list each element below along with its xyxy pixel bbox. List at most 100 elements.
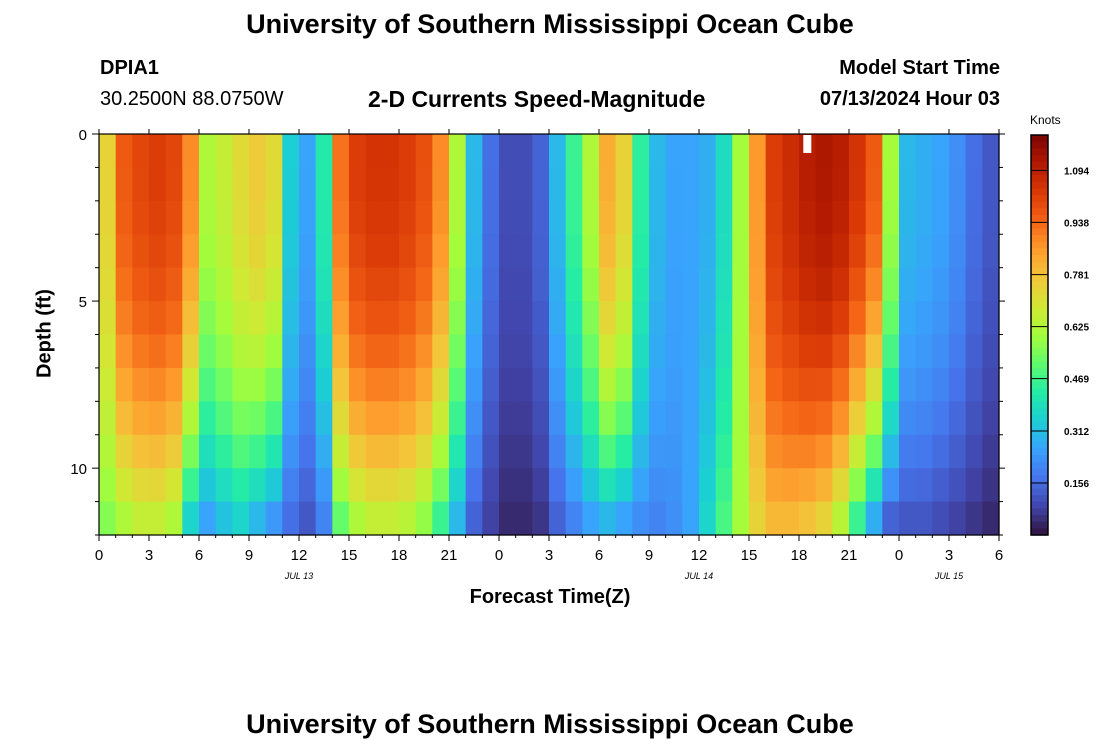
heatmap-cell <box>615 468 633 503</box>
heatmap-cell <box>965 367 983 402</box>
x-tick-label: 9 <box>245 547 253 564</box>
heatmap-cell <box>699 367 717 402</box>
heatmap-cell <box>932 367 950 402</box>
heatmap-cell <box>765 434 783 469</box>
heatmap-cell <box>799 434 817 469</box>
heatmap-cell <box>799 334 817 369</box>
heatmap-cell <box>849 367 867 402</box>
heatmap-cell <box>615 334 633 369</box>
heatmap-cell <box>799 301 817 336</box>
heatmap-cell <box>782 367 800 402</box>
heatmap-cell <box>282 134 300 169</box>
heatmap-cell <box>415 267 433 302</box>
heatmap-cell <box>515 334 533 369</box>
heatmap-cell <box>782 334 800 369</box>
heatmap-cell <box>615 267 633 302</box>
heatmap-cell <box>465 267 483 302</box>
heatmap-cell <box>99 134 117 169</box>
heatmap-cell <box>832 301 850 336</box>
heatmap-cell <box>965 468 983 503</box>
heatmap-cell <box>915 401 933 436</box>
heatmap-cell <box>632 267 650 302</box>
heatmap-cell <box>565 434 583 469</box>
colorbar-segment <box>1031 301 1048 309</box>
heatmap-cell <box>899 234 917 269</box>
x-tick-label: 15 <box>741 547 758 564</box>
colorbar-segment <box>1031 215 1048 223</box>
heatmap-cell <box>332 301 350 336</box>
heatmap-cell <box>665 501 683 536</box>
colorbar-segment <box>1031 415 1048 423</box>
heatmap-cell <box>949 367 967 402</box>
heatmap-cell <box>332 434 350 469</box>
colorbar-segment <box>1031 361 1048 369</box>
heatmap-cell <box>515 267 533 302</box>
heatmap-cell <box>432 367 450 402</box>
date-label: JUL 14 <box>684 571 713 581</box>
heatmap-cell <box>132 167 150 202</box>
x-tick-label: 6 <box>195 547 203 564</box>
heatmap-cell <box>515 367 533 402</box>
heatmap-cell <box>249 468 267 503</box>
colorbar-segment <box>1031 328 1048 336</box>
heatmap-cell <box>465 501 483 536</box>
heatmap-cell <box>632 200 650 235</box>
heatmap-cell <box>165 434 183 469</box>
x-tick-label: 6 <box>595 547 603 564</box>
heatmap-cell <box>865 200 883 235</box>
heatmap-cell <box>499 234 517 269</box>
heatmap-cell <box>265 434 283 469</box>
colorbar-tick-label: 1.094 <box>1064 166 1089 177</box>
heatmap-cell <box>632 167 650 202</box>
heatmap-cell <box>515 401 533 436</box>
heatmap-cell <box>149 167 167 202</box>
heatmap-cell <box>865 367 883 402</box>
heatmap-cell <box>599 401 617 436</box>
heatmap-cell <box>515 468 533 503</box>
heatmap-cell <box>199 434 217 469</box>
heatmap-cell <box>149 468 167 503</box>
colorbar-segment <box>1031 168 1048 176</box>
heatmap-cell <box>965 434 983 469</box>
heatmap-cell <box>549 501 567 536</box>
heatmap-cell <box>432 334 450 369</box>
heatmap-cell <box>349 200 367 235</box>
heatmap-cell <box>315 234 333 269</box>
heatmap-cell <box>715 301 733 336</box>
heatmap-cell <box>982 234 1000 269</box>
heatmap-cell <box>149 200 167 235</box>
heatmap-cell <box>315 134 333 169</box>
heatmap-cell <box>815 234 833 269</box>
heatmap-cell <box>949 200 967 235</box>
heatmap-cell <box>715 167 733 202</box>
x-tick-label: 21 <box>841 547 858 564</box>
heatmap-cell <box>365 234 383 269</box>
colorbar-segment <box>1031 195 1048 203</box>
heatmap-cell <box>549 434 567 469</box>
heatmap-cell <box>482 501 500 536</box>
heatmap-cell <box>849 334 867 369</box>
heatmap-cell <box>865 468 883 503</box>
heatmap-cell <box>299 501 317 536</box>
colorbar-segment <box>1031 495 1048 503</box>
heatmap-cell <box>982 468 1000 503</box>
heatmap-cell <box>499 434 517 469</box>
heatmap-cell <box>115 200 133 235</box>
heatmap-cell <box>615 401 633 436</box>
heatmap-cell <box>782 134 800 169</box>
heatmap-cell <box>565 367 583 402</box>
heatmap-cell <box>465 167 483 202</box>
heatmap-cell <box>165 134 183 169</box>
heatmap-cell <box>149 267 167 302</box>
heatmap-cell <box>665 334 683 369</box>
heatmap-cell <box>165 301 183 336</box>
heatmap-cell <box>865 501 883 536</box>
colorbar-segment <box>1031 228 1048 236</box>
heatmap-cell <box>332 501 350 536</box>
heatmap-cell <box>799 234 817 269</box>
heatmap-cell <box>582 401 600 436</box>
heatmap-cell <box>265 334 283 369</box>
heatmap-cell <box>465 200 483 235</box>
heatmap-cell <box>215 367 233 402</box>
heatmap-cell <box>282 434 300 469</box>
